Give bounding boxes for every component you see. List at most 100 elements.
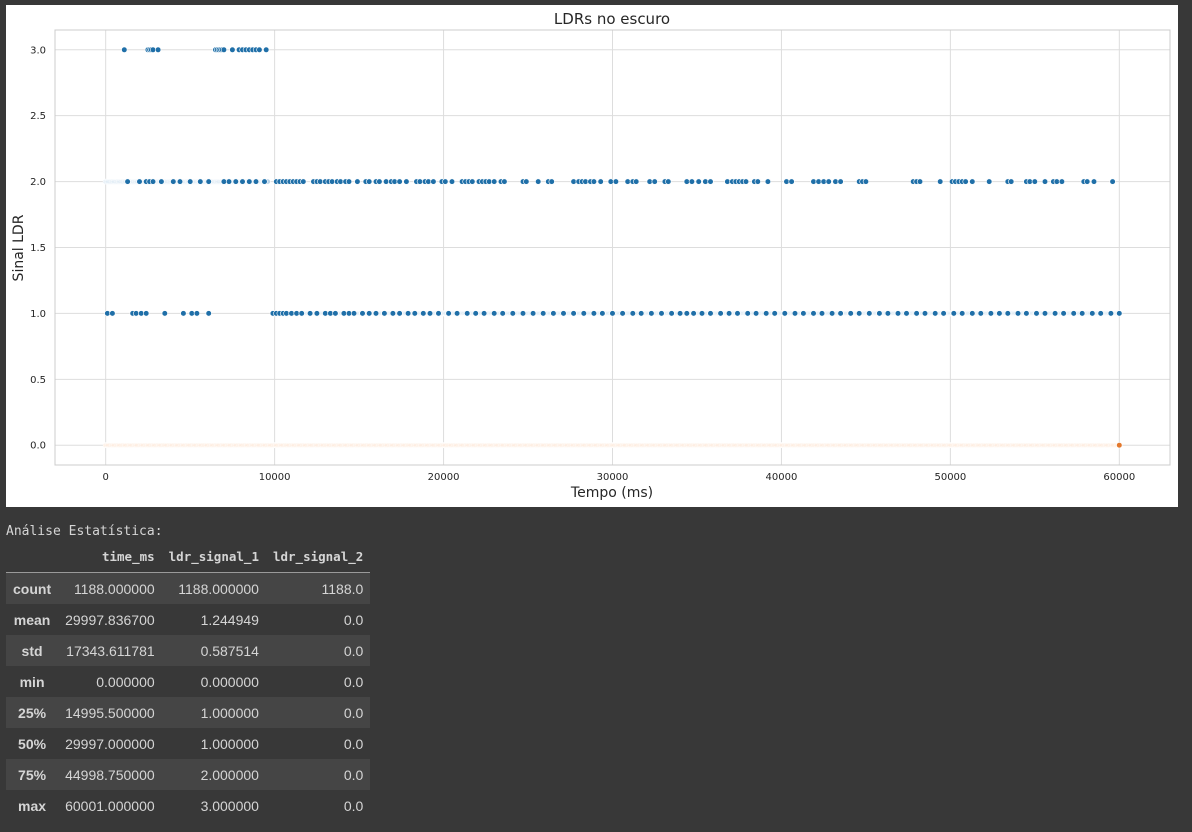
x-tick-label: 30000: [597, 472, 629, 483]
ldr-signal-1-point: [158, 178, 165, 185]
ldr-signal-1-point: [668, 310, 675, 317]
ldr-signal-1-point: [763, 310, 770, 317]
ldr-signal-1-point: [313, 310, 321, 317]
ldr-signal-1-point: [1023, 310, 1030, 317]
table-cell: 1.000000: [161, 697, 266, 728]
ldr-signal-1-point: [161, 310, 168, 317]
ldr-signal-1-point: [176, 178, 184, 185]
ldr-signal-1-point: [389, 310, 397, 317]
ldr-signal-1-point: [744, 310, 751, 317]
ldr-signal-1-point: [383, 178, 390, 185]
ldr-signal-1-point: [193, 310, 200, 317]
ldr-signal-1-point: [609, 310, 616, 317]
ldr-signal-1-point: [1014, 310, 1022, 317]
ldr-signal-1-point: [619, 310, 626, 317]
table-cell: 14995.500000: [58, 697, 162, 728]
ldr-signal-1-point: [932, 310, 939, 317]
ldr-signal-1-point: [876, 310, 883, 317]
ldr-signal-2-point: [1116, 442, 1123, 449]
ldr-signal-1-point: [921, 310, 929, 317]
ldr-signal-1-point: [501, 178, 508, 185]
ldr-signal-1-point: [445, 310, 452, 317]
ldr-signal-1-point: [535, 178, 542, 185]
ldr-signal-1-point: [590, 178, 598, 185]
ldr-signal-1-point: [894, 310, 902, 317]
ldr-signal-1-point: [986, 178, 993, 185]
x-tick-label: 10000: [259, 472, 291, 483]
row-label: count: [6, 572, 59, 604]
row-label: max: [6, 790, 59, 821]
y-axis-title: Sinal LDR: [11, 214, 27, 281]
ldr-signal-1-point: [261, 178, 268, 185]
ldr-signal-1-point: [499, 310, 506, 317]
ldr-signal-1-point: [540, 310, 547, 317]
ldr-signal-1-point: [133, 310, 140, 317]
ldr-signal-1-point: [698, 310, 706, 317]
ldr-signal-1-point: [742, 178, 750, 185]
stats-heading: Análise Estatística:: [6, 524, 163, 539]
ldr-signal-1-point: [847, 310, 854, 317]
ldr-signal-1-point: [658, 310, 665, 317]
ldr-signal-1-point: [570, 310, 577, 317]
ldr-signal-1-point: [725, 310, 733, 317]
table-cell: 0.0: [265, 728, 371, 759]
ldr-signal-1-point: [332, 310, 339, 317]
table-header-row: time_ms ldr_signal_1 ldr_signal_2: [6, 541, 371, 573]
ldr-signal-1-point: [969, 178, 976, 185]
ldr-signal-1-point: [962, 178, 969, 185]
ldr-signal-1-point: [350, 310, 358, 317]
table-cell: 44998.750000: [58, 759, 162, 790]
stats-table: time_ms ldr_signal_1 ldr_signal_2 count 1…: [6, 541, 371, 821]
ldr-signal-1-point: [825, 178, 832, 185]
ldr-signal-1-point: [856, 310, 863, 317]
ldr-signal-1-point: [205, 178, 212, 185]
table-cell: 3.000000: [161, 790, 266, 821]
ldr-signal-1-point: [246, 178, 253, 185]
ldr-signal-1-point: [155, 46, 162, 53]
ldr-signal-1-point: [665, 178, 672, 185]
ldr-signal-1-point: [220, 46, 227, 53]
ldr-signal-1-point: [734, 310, 741, 317]
ldr-signal-1-point: [629, 310, 636, 317]
ldr-signal-1-point: [550, 310, 557, 317]
ldr-signal-1-point: [220, 178, 227, 185]
ldr-signal-1-point: [405, 310, 412, 317]
ldr-signal-1-point: [411, 310, 418, 317]
y-tick-label: 0.0: [30, 441, 46, 452]
table-row: std 17343.611781 0.587514 0.0: [6, 635, 371, 666]
ldr-signal-1-point: [359, 310, 366, 317]
y-tick-label: 0.5: [30, 375, 46, 386]
ldr-signal-1-point: [771, 310, 778, 317]
ldr-signal-1-point: [317, 178, 324, 185]
ldr-signal-1-point: [187, 178, 194, 185]
table-cell: 0.0: [265, 759, 371, 790]
ldr-signal-1-point: [683, 310, 690, 317]
row-label: std: [6, 635, 59, 666]
ldr-signal-1-point: [435, 310, 442, 317]
ldr-signal-1-point: [1041, 178, 1049, 185]
ldr-signal-1-point: [950, 310, 957, 317]
ldr-signal-1-point: [969, 310, 976, 317]
ldr-signal-1-point: [752, 310, 760, 317]
ldr-signal-1-point: [121, 46, 128, 53]
table-cell: 1.244949: [161, 604, 266, 635]
ldr-signal-1-point: [354, 178, 361, 185]
ldr-signal-1-point: [633, 178, 640, 185]
ldr-signal-1-point: [1031, 178, 1038, 185]
ldr-signal-1-point: [239, 178, 246, 185]
table-row: min 0.000000 0.000000 0.0: [6, 666, 371, 697]
table-cell: 0.0: [265, 697, 371, 728]
ldr-signal-1-point: [570, 178, 577, 185]
ldr-signal-1-point: [580, 310, 587, 317]
ldr-signal-1-point: [416, 178, 424, 185]
ldr-signal-1-point: [345, 178, 353, 185]
ldr-signal-1-point: [1060, 310, 1067, 317]
ldr-signal-1-point: [937, 178, 944, 185]
table-row: 50% 29997.000000 1.000000 0.0: [6, 728, 371, 759]
table-cell: 1188.000000: [58, 572, 162, 604]
y-tick-label: 2.5: [30, 111, 46, 122]
x-tick-label: 20000: [428, 472, 460, 483]
ldr-signal-1-point: [1004, 310, 1011, 317]
ldr-signal-1-point: [136, 178, 143, 185]
ldr-signal-1-point: [205, 310, 212, 317]
